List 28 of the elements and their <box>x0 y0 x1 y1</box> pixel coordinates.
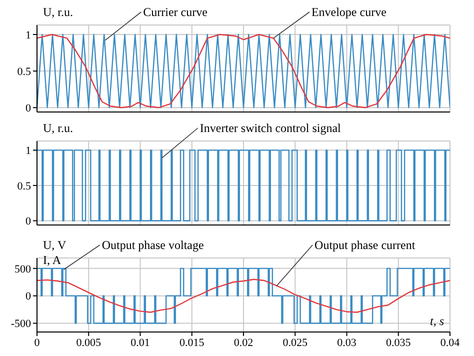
x-tick-label: 0.015 <box>180 336 205 349</box>
y-tick-label: 1 <box>26 29 31 42</box>
x-tick-label: 0.02 <box>234 336 254 349</box>
x-axis-title: t, s <box>430 314 444 328</box>
x-tick-label: 0.03 <box>337 336 357 349</box>
x-tick-label: 0.005 <box>76 336 102 349</box>
y-tick-label: 0.5 <box>17 66 32 78</box>
y-tick-label: 500 <box>14 263 32 276</box>
annotation: Output phase current <box>314 238 416 252</box>
y-tick-label: 1 <box>26 145 31 158</box>
annotation: Output phase voltage <box>102 238 204 252</box>
y-axis-title: U, r.u. <box>43 121 73 135</box>
annotation: Inverter switch control signal <box>200 121 342 135</box>
x-tick-label: 0.04 <box>440 336 460 349</box>
line-series <box>37 278 450 313</box>
y-tick-label: 0 <box>26 290 32 303</box>
x-tick-label: 0.035 <box>386 336 412 349</box>
y-tick-label: 0.5 <box>17 180 32 192</box>
y-axis-title: U, r.u. <box>43 5 73 19</box>
y-tick-label: 0 <box>26 216 32 228</box>
annotation: Currier curve <box>143 5 208 19</box>
x-tick-label: 0.01 <box>130 336 150 349</box>
y-tick-label: 0 <box>26 102 32 115</box>
y-tick-label: -500 <box>10 318 32 330</box>
y-axis-title: U, V I, A <box>43 238 66 267</box>
x-tick-label: 0.025 <box>282 336 308 349</box>
x-tick-label: 0 <box>34 336 40 349</box>
annotation: Envelope curve <box>311 5 386 19</box>
